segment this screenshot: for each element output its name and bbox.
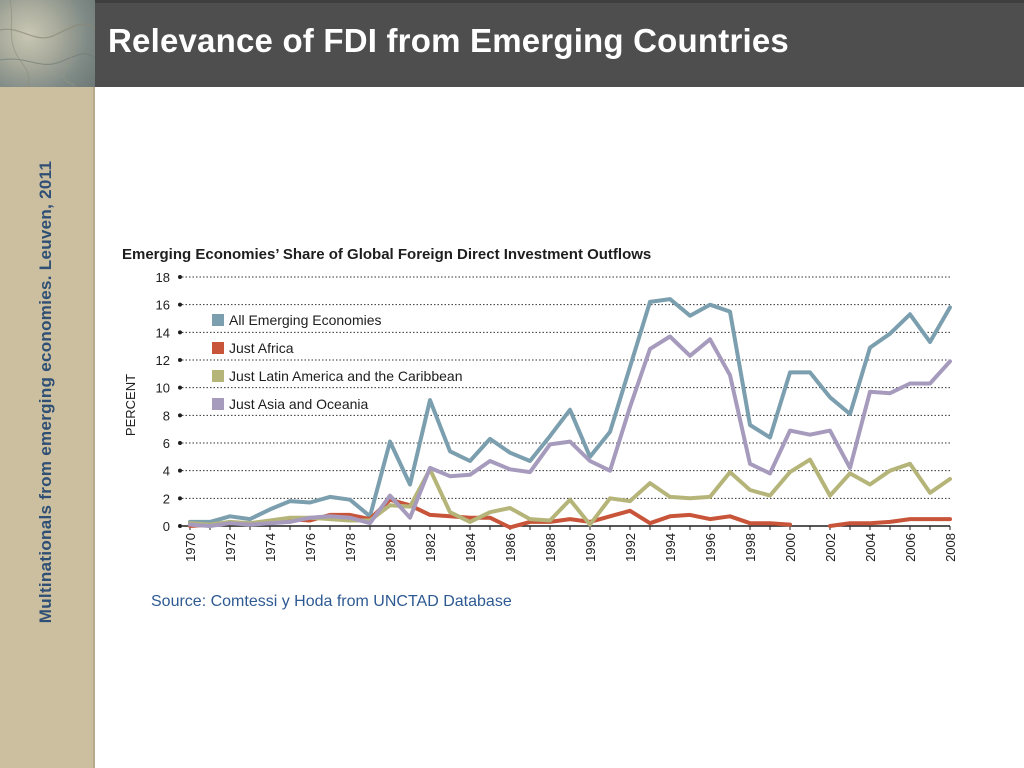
x-tick-label: 1970 <box>183 533 198 562</box>
y-tick-mark <box>178 302 182 307</box>
chart-container: Emerging Economies’ Share of Global Fore… <box>95 235 965 580</box>
map-texture <box>0 0 95 87</box>
y-tick-label: 18 <box>156 270 170 285</box>
legend-swatch <box>212 314 224 326</box>
fdi-line-chart: Emerging Economies’ Share of Global Fore… <box>122 246 958 562</box>
title-bar: Relevance of FDI from Emerging Countries <box>95 0 1024 87</box>
y-tick-mark <box>178 330 182 335</box>
x-tick-label: 1996 <box>703 533 718 562</box>
legend-label: Just Africa <box>229 340 294 356</box>
title-bar-strip <box>95 0 1024 3</box>
series-line-just-latin-america-and-the-caribbean <box>188 457 952 527</box>
x-tick-label: 1976 <box>303 533 318 562</box>
x-tick-label: 2008 <box>943 533 958 562</box>
x-tick-label: 1982 <box>423 533 438 562</box>
x-tick-label: 1974 <box>263 533 278 562</box>
y-tick-label: 4 <box>163 464 170 479</box>
slide-title: Relevance of FDI from Emerging Countries <box>108 22 789 59</box>
y-tick-label: 12 <box>156 353 170 368</box>
y-tick-label: 8 <box>163 408 170 423</box>
y-tick-mark <box>178 413 182 418</box>
x-tick-label: 1978 <box>343 533 358 562</box>
y-tick-mark <box>178 275 182 279</box>
legend-swatch <box>212 398 224 410</box>
y-tick-labels: 0 2 4 6 8 10 12 14 16 18 <box>156 270 170 534</box>
x-tick-label: 2004 <box>863 533 878 562</box>
series-lines <box>188 297 952 530</box>
x-tick-label: 1972 <box>223 533 238 562</box>
x-tick-label: 1980 <box>383 533 398 562</box>
x-tick-labels: 1970 1972 1974 1976 1978 1980 1982 1984 1986 1988… <box>183 526 958 562</box>
x-tick-label: 1998 <box>743 533 758 562</box>
y-tick-mark <box>178 468 182 473</box>
x-tick-label: 2002 <box>823 533 838 562</box>
side-caption: Multinationals from emerging economies. … <box>36 160 55 624</box>
legend: All Emerging Economies Just Africa Just La… <box>212 312 462 412</box>
y-tick-label: 16 <box>156 298 170 313</box>
y-tick-label: 10 <box>156 381 170 396</box>
legend-swatch <box>212 342 224 354</box>
y-tick-label: 6 <box>163 436 170 451</box>
source-note: Source: Comtessi y Hoda from UNCTAD Data… <box>151 593 512 610</box>
y-tick-mark <box>178 358 182 362</box>
series-line-all-emerging-economies <box>188 297 952 524</box>
side-band <box>0 87 95 768</box>
x-tick-label: 1992 <box>623 533 638 562</box>
y-tick-mark <box>178 524 182 528</box>
x-tick-label: 1986 <box>503 533 518 562</box>
side-band-edge <box>93 87 95 768</box>
legend-label: All Emerging Economies <box>229 312 382 328</box>
x-tick-label: 1984 <box>463 533 478 562</box>
x-tick-label: 1990 <box>583 533 598 562</box>
y-tick-label: 14 <box>156 325 170 340</box>
y-tick-mark <box>178 441 182 445</box>
y-tick-mark <box>178 496 182 501</box>
chart-title: Emerging Economies’ Share of Global Fore… <box>122 246 651 263</box>
y-tick-label: 0 <box>163 519 170 534</box>
y-tick-label: 2 <box>163 491 170 506</box>
x-tick-label: 1988 <box>543 533 558 562</box>
y-tick-mark <box>178 385 182 390</box>
x-tick-label: 2000 <box>783 533 798 562</box>
x-tick-label: 1994 <box>663 533 678 562</box>
y-axis-label: PERCENT <box>123 374 138 436</box>
series-line-just-asia-and-oceania <box>188 334 952 528</box>
x-tick-label: 2006 <box>903 533 918 562</box>
legend-label: Just Latin America and the Caribbean <box>229 368 462 384</box>
legend-swatch <box>212 370 224 382</box>
decorative-map <box>0 0 95 87</box>
legend-label: Just Asia and Oceania <box>229 396 369 412</box>
